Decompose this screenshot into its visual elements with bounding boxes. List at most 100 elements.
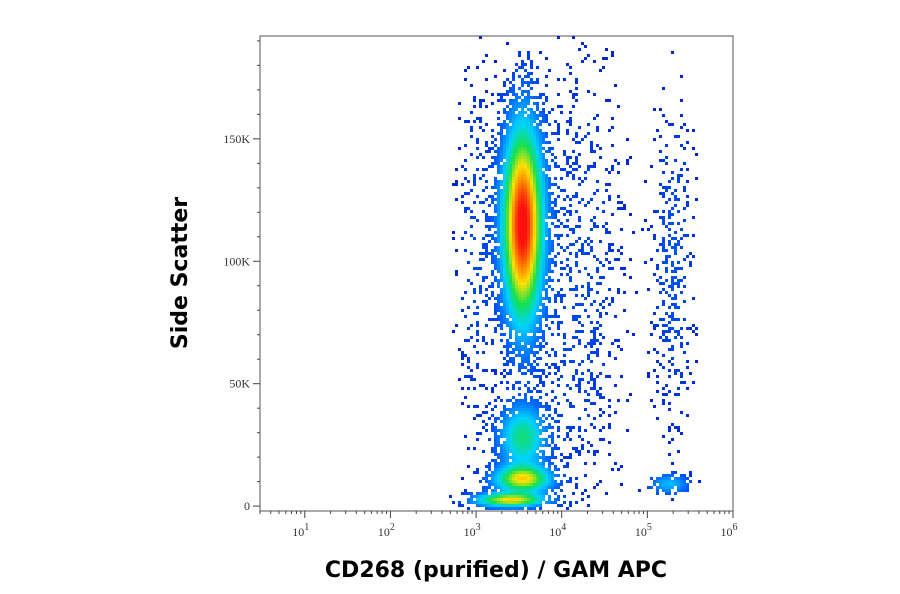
- density-cell: [494, 438, 497, 441]
- density-cell: [506, 180, 509, 183]
- density-cell: [467, 66, 470, 69]
- density-cell: [662, 324, 665, 327]
- density-cell: [536, 96, 539, 99]
- density-cell: [665, 267, 668, 270]
- density-cell: [512, 135, 515, 138]
- density-cell: [539, 498, 542, 501]
- density-cell: [521, 312, 524, 315]
- density-cell: [509, 315, 512, 318]
- density-cell: [479, 492, 482, 495]
- density-cell: [509, 468, 512, 471]
- density-cell: [545, 132, 548, 135]
- density-cell: [485, 423, 488, 426]
- density-cell: [626, 138, 629, 141]
- density-cell: [620, 375, 623, 378]
- density-cell: [530, 351, 533, 354]
- density-cell: [482, 426, 485, 429]
- density-cell: [536, 369, 539, 372]
- density-cell: [494, 237, 497, 240]
- density-cell: [533, 423, 536, 426]
- density-cell: [512, 258, 515, 261]
- density-cell: [542, 207, 545, 210]
- density-cell: [524, 480, 527, 483]
- density-cell: [530, 465, 533, 468]
- density-cell: [485, 480, 488, 483]
- density-cell: [506, 426, 509, 429]
- density-cell: [536, 132, 539, 135]
- density-cell: [566, 246, 569, 249]
- density-cell: [512, 279, 515, 282]
- density-cell: [575, 318, 578, 321]
- density-cell: [578, 219, 581, 222]
- density-cell: [482, 156, 485, 159]
- density-cell: [509, 198, 512, 201]
- density-cell: [503, 246, 506, 249]
- density-cell: [506, 189, 509, 192]
- density-cell: [503, 462, 506, 465]
- density-cell: [524, 75, 527, 78]
- density-cell: [542, 180, 545, 183]
- density-cell: [494, 261, 497, 264]
- density-cell: [500, 180, 503, 183]
- density-cell: [527, 408, 530, 411]
- density-cell: [512, 129, 515, 132]
- density-cell: [572, 162, 575, 165]
- density-cell: [608, 249, 611, 252]
- density-cell: [683, 234, 686, 237]
- density-cell: [572, 138, 575, 141]
- density-cell: [491, 252, 494, 255]
- density-cell: [527, 102, 530, 105]
- density-cell: [497, 441, 500, 444]
- density-cell: [515, 420, 518, 423]
- density-cell: [515, 498, 518, 501]
- density-cell: [521, 138, 524, 141]
- density-cell: [674, 237, 677, 240]
- density-cell: [545, 279, 548, 282]
- density-cell: [500, 237, 503, 240]
- density-cell: [536, 249, 539, 252]
- density-cell: [551, 483, 554, 486]
- density-cell: [545, 96, 548, 99]
- density-cell: [608, 405, 611, 408]
- density-cell: [491, 165, 494, 168]
- density-cell: [512, 504, 515, 507]
- density-cell: [494, 240, 497, 243]
- density-cell: [518, 276, 521, 279]
- density-cell: [557, 498, 560, 501]
- density-cell: [464, 78, 467, 81]
- density-cell: [530, 117, 533, 120]
- density-cell: [683, 489, 686, 492]
- density-cell: [557, 327, 560, 330]
- density-cell: [650, 225, 653, 228]
- density-cell: [530, 453, 533, 456]
- density-cell: [524, 486, 527, 489]
- density-cell: [545, 141, 548, 144]
- density-cell: [491, 294, 494, 297]
- density-cell: [518, 177, 521, 180]
- density-cell: [533, 399, 536, 402]
- density-cell: [515, 273, 518, 276]
- density-cell: [491, 426, 494, 429]
- density-cell: [668, 474, 671, 477]
- density-cell: [665, 474, 668, 477]
- density-cell: [686, 486, 689, 489]
- density-cell: [512, 288, 515, 291]
- density-cell: [542, 450, 545, 453]
- density-cell: [500, 204, 503, 207]
- density-cell: [539, 396, 542, 399]
- density-cell: [569, 288, 572, 291]
- density-cell: [494, 369, 497, 372]
- density-cell: [500, 99, 503, 102]
- density-cell: [569, 279, 572, 282]
- density-cell: [524, 273, 527, 276]
- density-cell: [467, 357, 470, 360]
- density-cell: [491, 216, 494, 219]
- density-cell: [554, 483, 557, 486]
- density-cell: [458, 378, 461, 381]
- density-cell: [476, 495, 479, 498]
- density-cell: [527, 237, 530, 240]
- density-cell: [479, 414, 482, 417]
- density-cell: [503, 426, 506, 429]
- density-cell: [530, 207, 533, 210]
- density-cell: [503, 369, 506, 372]
